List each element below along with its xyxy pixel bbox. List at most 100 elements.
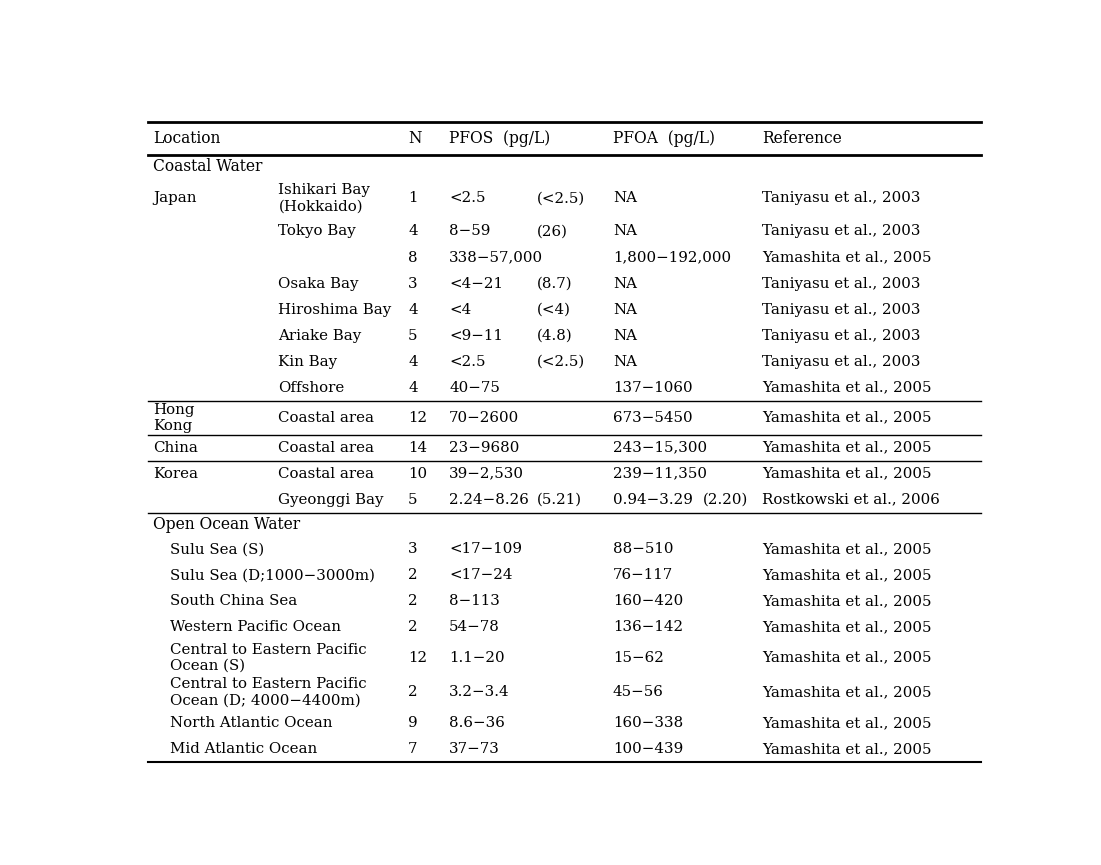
Text: 2.24−8.26: 2.24−8.26 <box>449 493 528 507</box>
Text: Mid Atlantic Ocean: Mid Atlantic Ocean <box>170 742 317 756</box>
Text: 12: 12 <box>408 650 427 665</box>
Text: Ishikari Bay
(Hokkaido): Ishikari Bay (Hokkaido) <box>279 183 370 214</box>
Text: Taniyasu et al., 2003: Taniyasu et al., 2003 <box>762 277 920 291</box>
Text: Yamashita et al., 2005: Yamashita et al., 2005 <box>762 251 931 265</box>
Text: China: China <box>153 441 198 455</box>
Text: 673−5450: 673−5450 <box>613 411 693 425</box>
Text: Sulu Sea (D;1000−3000m): Sulu Sea (D;1000−3000m) <box>170 568 375 582</box>
Text: 45−56: 45−56 <box>613 685 664 700</box>
Text: Ariake Bay: Ariake Bay <box>279 329 361 343</box>
Text: <9−11: <9−11 <box>449 329 503 343</box>
Text: 4: 4 <box>408 381 417 394</box>
Text: 5: 5 <box>408 329 417 343</box>
Text: Central to Eastern Pacific
Ocean (S): Central to Eastern Pacific Ocean (S) <box>170 643 367 673</box>
Text: 39−2,530: 39−2,530 <box>449 467 524 481</box>
Text: Osaka Bay: Osaka Bay <box>279 277 359 291</box>
Text: <17−24: <17−24 <box>449 568 513 582</box>
Text: <4: <4 <box>449 303 471 317</box>
Text: 0.94−3.29: 0.94−3.29 <box>613 493 693 507</box>
Text: Taniyasu et al., 2003: Taniyasu et al., 2003 <box>762 355 920 368</box>
Text: (<2.5): (<2.5) <box>537 191 585 205</box>
Text: NA: NA <box>613 329 636 343</box>
Text: 136−142: 136−142 <box>613 620 683 634</box>
Text: PFOS  (pg/L): PFOS (pg/L) <box>449 130 550 147</box>
Text: 8.6−36: 8.6−36 <box>449 716 505 730</box>
Text: Yamashita et al., 2005: Yamashita et al., 2005 <box>762 467 931 481</box>
Text: 8: 8 <box>408 251 417 265</box>
Text: NA: NA <box>613 277 636 291</box>
Text: 2: 2 <box>408 594 417 608</box>
Text: NA: NA <box>613 191 636 205</box>
Text: NA: NA <box>613 303 636 317</box>
Text: 2: 2 <box>408 685 417 700</box>
Text: Reference: Reference <box>762 130 842 147</box>
Text: 8−59: 8−59 <box>449 225 490 239</box>
Text: (8.7): (8.7) <box>537 277 573 291</box>
Text: Location: Location <box>153 130 220 147</box>
Text: 88−510: 88−510 <box>613 542 674 556</box>
Text: <4−21: <4−21 <box>449 277 503 291</box>
Text: Hiroshima Bay: Hiroshima Bay <box>279 303 392 317</box>
Text: (26): (26) <box>537 225 568 239</box>
Text: Rostkowski et al., 2006: Rostkowski et al., 2006 <box>762 493 940 507</box>
Text: 4: 4 <box>408 355 417 368</box>
Text: 1.1−20: 1.1−20 <box>449 650 504 665</box>
Text: Yamashita et al., 2005: Yamashita et al., 2005 <box>762 568 931 582</box>
Text: (<2.5): (<2.5) <box>537 355 585 368</box>
Text: Offshore: Offshore <box>279 381 345 394</box>
Text: 12: 12 <box>408 411 427 425</box>
Text: 2: 2 <box>408 568 417 582</box>
Text: Yamashita et al., 2005: Yamashita et al., 2005 <box>762 716 931 730</box>
Text: 14: 14 <box>408 441 427 455</box>
Text: Coastal area: Coastal area <box>279 411 374 425</box>
Text: Coastal area: Coastal area <box>279 467 374 481</box>
Text: 243−15,300: 243−15,300 <box>613 441 707 455</box>
Text: N: N <box>408 130 422 147</box>
Text: 8−113: 8−113 <box>449 594 500 608</box>
Text: South China Sea: South China Sea <box>170 594 297 608</box>
Text: Yamashita et al., 2005: Yamashita et al., 2005 <box>762 620 931 634</box>
Text: Yamashita et al., 2005: Yamashita et al., 2005 <box>762 411 931 425</box>
Text: (4.8): (4.8) <box>537 329 573 343</box>
Text: Taniyasu et al., 2003: Taniyasu et al., 2003 <box>762 191 920 205</box>
Text: (2.20): (2.20) <box>702 493 748 507</box>
Text: 9: 9 <box>408 716 417 730</box>
Text: Yamashita et al., 2005: Yamashita et al., 2005 <box>762 742 931 756</box>
Text: 239−11,350: 239−11,350 <box>613 467 707 481</box>
Text: Yamashita et al., 2005: Yamashita et al., 2005 <box>762 685 931 700</box>
Text: Taniyasu et al., 2003: Taniyasu et al., 2003 <box>762 225 920 239</box>
Text: Central to Eastern Pacific
Ocean (D; 4000−4400m): Central to Eastern Pacific Ocean (D; 400… <box>170 677 367 708</box>
Text: 3: 3 <box>408 277 417 291</box>
Text: 4: 4 <box>408 303 417 317</box>
Text: Yamashita et al., 2005: Yamashita et al., 2005 <box>762 594 931 608</box>
Text: 23−9680: 23−9680 <box>449 441 520 455</box>
Text: 15−62: 15−62 <box>613 650 664 665</box>
Text: NA: NA <box>613 355 636 368</box>
Text: Tokyo Bay: Tokyo Bay <box>279 225 356 239</box>
Text: 40−75: 40−75 <box>449 381 500 394</box>
Text: 137−1060: 137−1060 <box>613 381 693 394</box>
Text: 160−338: 160−338 <box>613 716 683 730</box>
Text: PFOA  (pg/L): PFOA (pg/L) <box>613 130 715 147</box>
Text: North Atlantic Ocean: North Atlantic Ocean <box>170 716 333 730</box>
Text: Western Pacific Ocean: Western Pacific Ocean <box>170 620 341 634</box>
Text: <2.5: <2.5 <box>449 355 486 368</box>
Text: Japan: Japan <box>153 191 196 205</box>
Text: Coastal Water: Coastal Water <box>153 158 262 175</box>
Text: Taniyasu et al., 2003: Taniyasu et al., 2003 <box>762 329 920 343</box>
Text: Kin Bay: Kin Bay <box>279 355 338 368</box>
Text: Sulu Sea (S): Sulu Sea (S) <box>170 542 264 556</box>
Text: Taniyasu et al., 2003: Taniyasu et al., 2003 <box>762 303 920 317</box>
Text: Yamashita et al., 2005: Yamashita et al., 2005 <box>762 650 931 665</box>
Text: (<4): (<4) <box>537 303 570 317</box>
Text: 7: 7 <box>408 742 417 756</box>
Text: 1,800−192,000: 1,800−192,000 <box>613 251 731 265</box>
Text: Hong
Kong: Hong Kong <box>153 402 195 432</box>
Text: 37−73: 37−73 <box>449 742 500 756</box>
Text: 2: 2 <box>408 620 417 634</box>
Text: Korea: Korea <box>153 467 198 481</box>
Text: 100−439: 100−439 <box>613 742 683 756</box>
Text: 70−2600: 70−2600 <box>449 411 520 425</box>
Text: Open Ocean Water: Open Ocean Water <box>153 516 301 533</box>
Text: <17−109: <17−109 <box>449 542 522 556</box>
